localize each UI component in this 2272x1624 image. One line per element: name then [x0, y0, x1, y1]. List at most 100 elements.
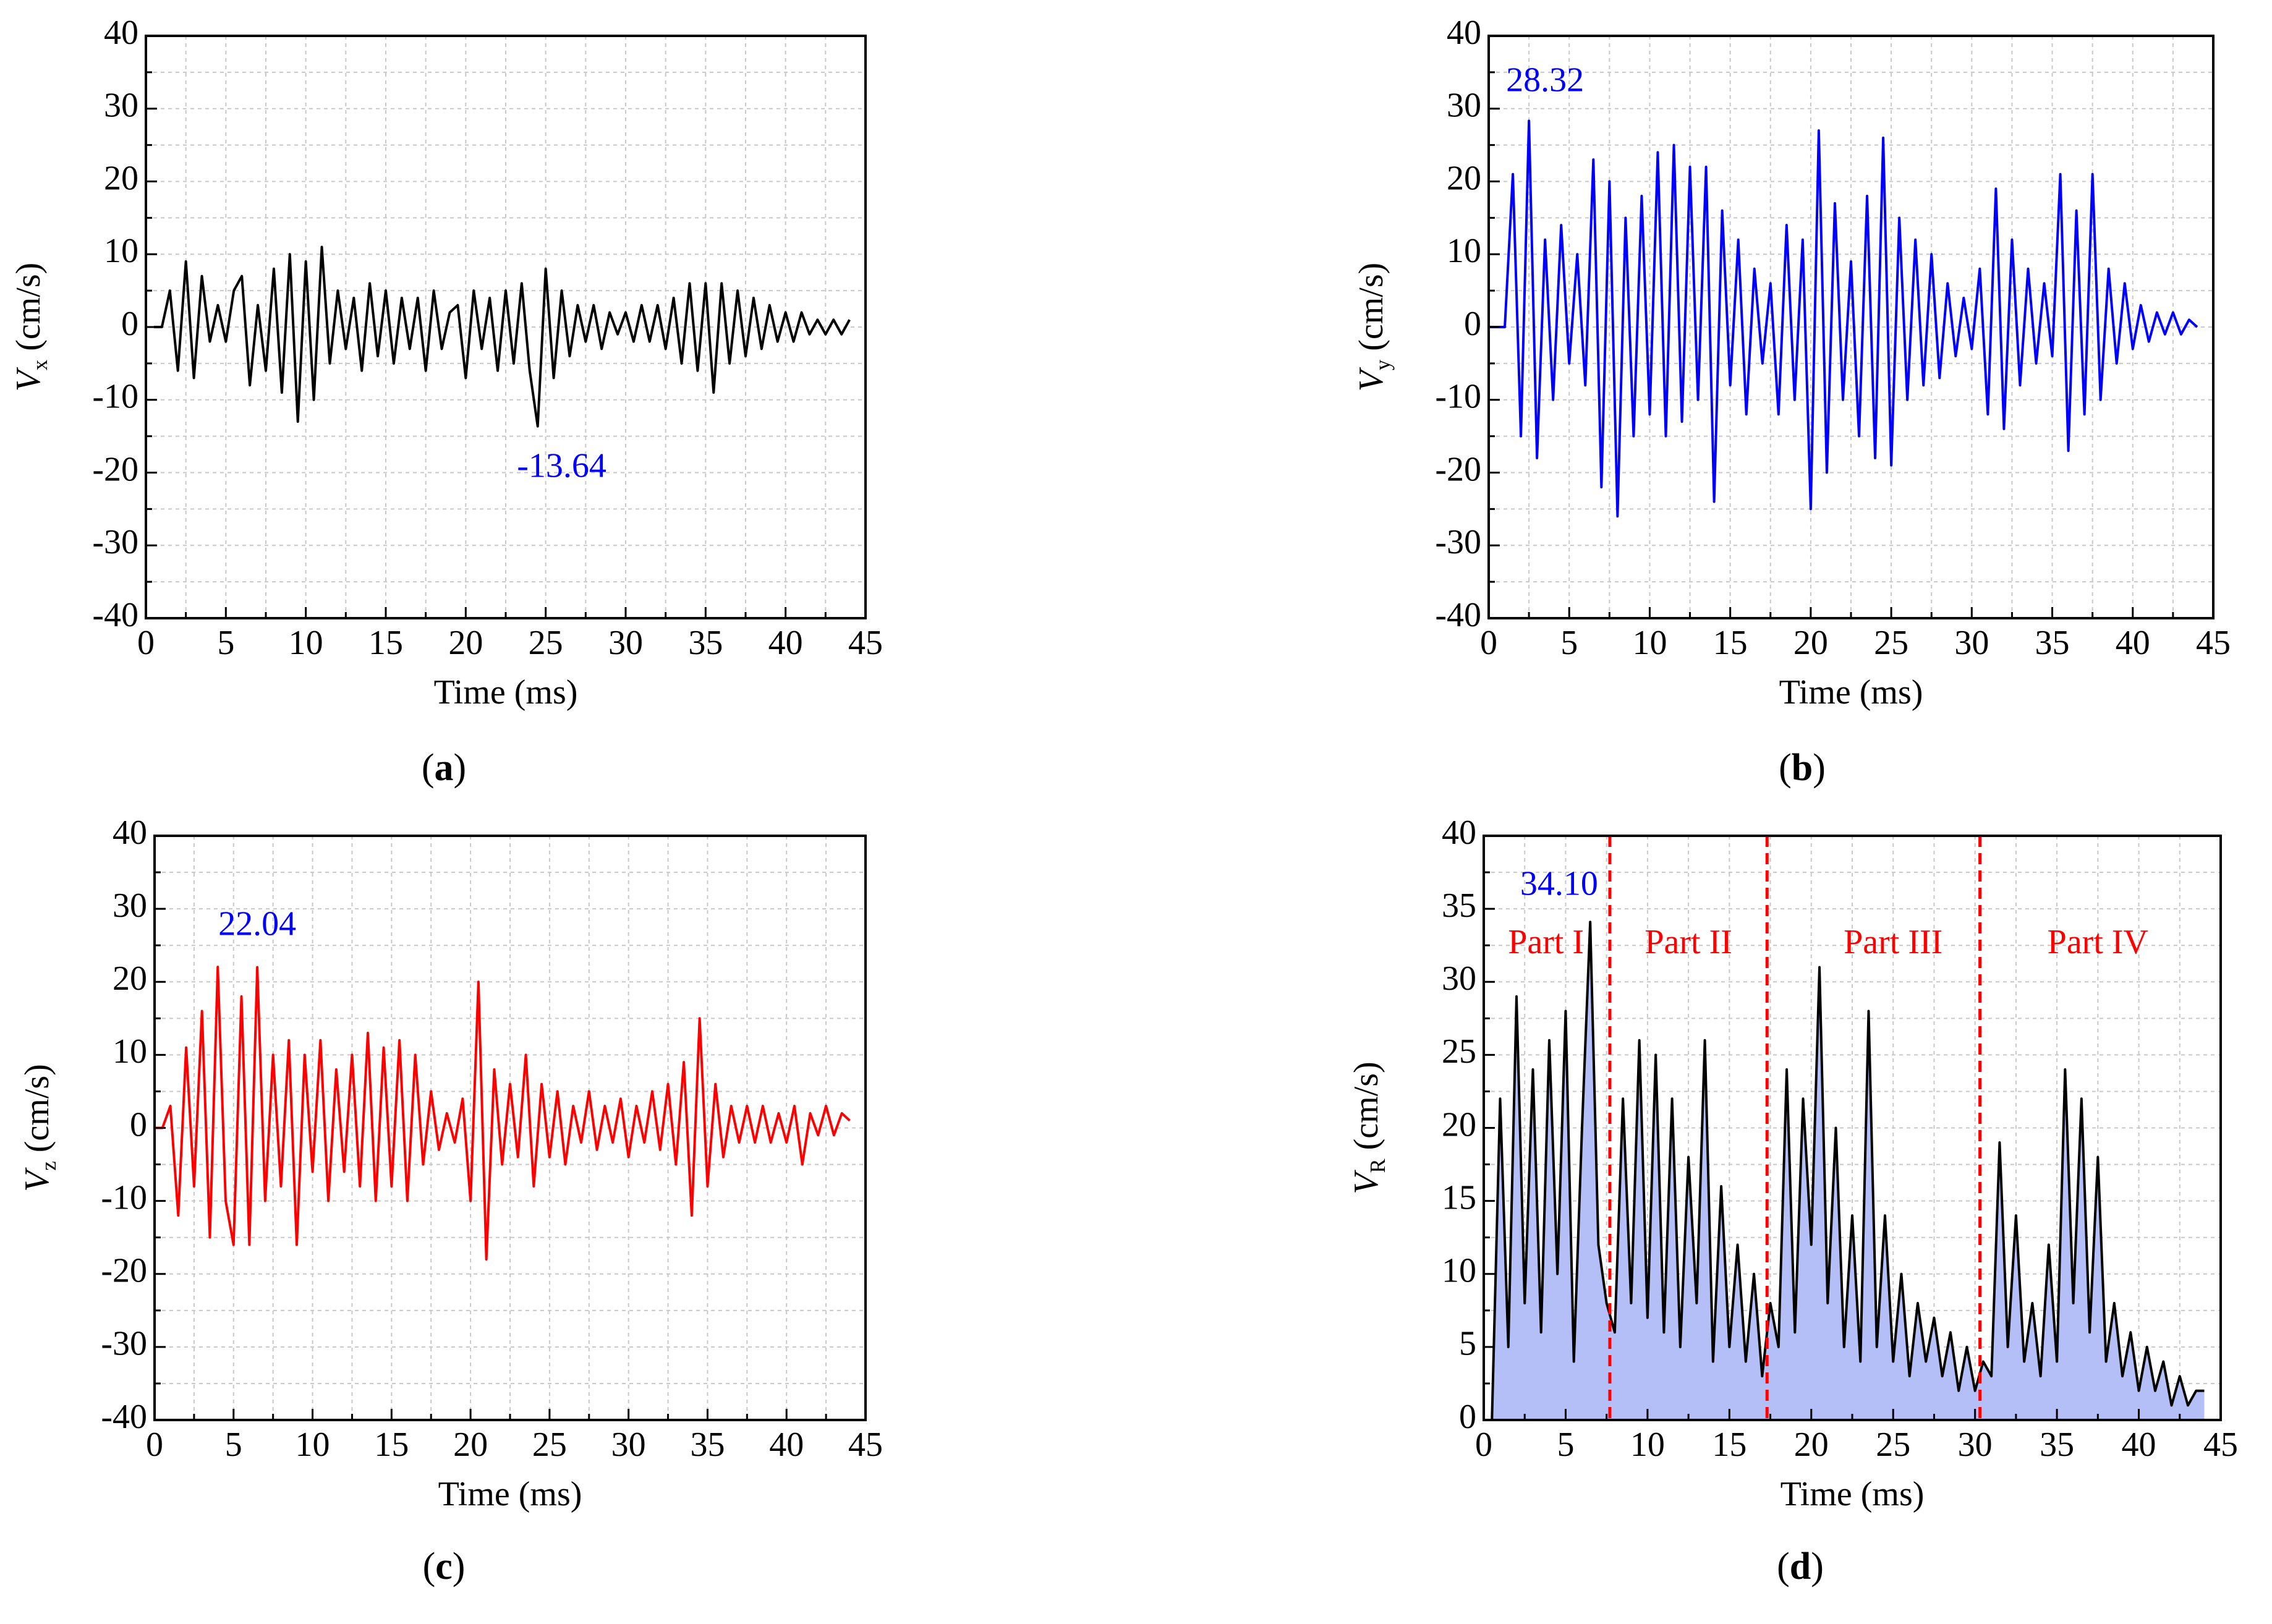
x-axis-label: Time (ms) — [434, 673, 578, 712]
x-axis-label: Time (ms) — [438, 1475, 582, 1513]
peak-annotation: 34.10 — [1520, 865, 1598, 903]
x-tick-label: 5 — [217, 624, 234, 662]
x-tick-label: 10 — [1630, 1426, 1665, 1464]
peak-annotation: 28.32 — [1506, 61, 1584, 99]
y-tick-label: 10 — [113, 1032, 147, 1071]
x-tick-label: 15 — [374, 1426, 409, 1464]
y-tick-label: 10 — [1447, 232, 1481, 270]
x-tick-label: 35 — [690, 1426, 725, 1464]
x-tick-label: 25 — [532, 1426, 567, 1464]
x-tick-label: 10 — [289, 624, 323, 662]
chart-panel-4: Part I Part II Part III Part IV 34.10 0 5 10 15 2… — [1347, 814, 2238, 1588]
x-tick-label: 20 — [1793, 624, 1828, 662]
x-tick-label: 5 — [1557, 1426, 1574, 1464]
chart-panel-1: -13.64 0 5 10 15 20 25 30 35 40 45 -40 -30 -20 -10 0 10 2… — [9, 14, 883, 789]
series-line-VR — [1484, 920, 2205, 1421]
part-label-2: Part II — [1644, 923, 1732, 961]
y-tick-label: -30 — [101, 1325, 147, 1363]
x-tick-label: 5 — [225, 1426, 242, 1464]
y-label-symbol: V — [1352, 367, 1390, 391]
x-tick-label: 0 — [137, 624, 155, 662]
y-tick-label: 35 — [1442, 886, 1476, 925]
y-tick-label: 40 — [113, 814, 147, 852]
panel-paren-open: ( — [423, 1545, 436, 1588]
panel-paren-close: ) — [453, 1545, 466, 1588]
y-label-subscript: R — [1366, 1158, 1390, 1173]
x-tick-label: 5 — [1560, 624, 1578, 662]
peak-annotation: -13.64 — [517, 446, 606, 485]
y-tick-label: 0 — [1464, 305, 1481, 343]
x-tick-label: 20 — [453, 1426, 488, 1464]
y-tick-label: -30 — [1435, 523, 1481, 561]
y-tick-label: -40 — [92, 596, 138, 634]
y-tick-label: 0 — [121, 305, 138, 343]
y-tick-label: 20 — [113, 959, 147, 998]
y-tick-label: 10 — [1442, 1252, 1476, 1290]
x-tick-label: 35 — [688, 624, 723, 662]
y-tick-label: 15 — [1442, 1178, 1476, 1217]
y-label-symbol: V — [1347, 1170, 1385, 1194]
x-tick-label: 30 — [608, 624, 643, 662]
panel-label: (d) — [1777, 1545, 1824, 1588]
x-tick-label: 35 — [2035, 624, 2070, 662]
y-tick-label: 20 — [1447, 159, 1481, 197]
area-fill — [1484, 922, 2205, 1420]
y-label-unit: (cm/s) — [1352, 263, 1390, 360]
x-tick-label: 20 — [1794, 1426, 1829, 1464]
y-tick-label: 20 — [1442, 1105, 1476, 1144]
y-tick-label: -30 — [92, 523, 138, 561]
panel-paren-open: ( — [1777, 1545, 1790, 1588]
panel-paren-close: ) — [454, 747, 467, 789]
panel-label: (b) — [1779, 747, 1826, 789]
y-tick-label: 30 — [113, 886, 147, 925]
x-tick-label: 40 — [2116, 624, 2150, 662]
chart-panel-3: 22.04 0 5 10 15 20 25 30 35 40 45 -40 -30 -20 -10 0 10 20… — [18, 814, 883, 1588]
y-axis-label: Vx (cm/s) — [9, 263, 52, 392]
y-tick-label: -20 — [1435, 450, 1481, 488]
y-tick-label: 40 — [1447, 14, 1481, 52]
peak-annotation: 22.04 — [218, 905, 296, 943]
panel-paren-close: ) — [1811, 1545, 1824, 1588]
y-tick-label: -40 — [101, 1398, 147, 1436]
y-label-symbol: V — [18, 1167, 56, 1192]
y-tick-label: -20 — [101, 1252, 147, 1290]
y-tick-label: 30 — [104, 87, 138, 125]
panel-paren-close: ) — [1813, 747, 1826, 789]
y-axis-label: VR (cm/s) — [1347, 1061, 1390, 1194]
x-tick-label: 25 — [1876, 1426, 1910, 1464]
y-tick-label: -10 — [101, 1178, 147, 1217]
panel-paren-open: ( — [1779, 747, 1792, 789]
x-tick-label: 45 — [2196, 624, 2231, 662]
x-tick-label: 15 — [1713, 624, 1748, 662]
y-label-unit: (cm/s) — [9, 263, 48, 360]
y-tick-label: 40 — [1442, 814, 1476, 852]
panel-label: (a) — [422, 747, 466, 789]
y-tick-label: -20 — [92, 450, 138, 488]
part-label-4: Part IV — [2048, 923, 2148, 961]
part-label-1: Part I — [1508, 923, 1584, 961]
x-tick-label: 30 — [1958, 1426, 1993, 1464]
x-tick-label: 45 — [848, 624, 883, 662]
x-tick-label: 35 — [2040, 1426, 2074, 1464]
y-tick-label: 30 — [1442, 959, 1476, 998]
x-tick-label: 45 — [848, 1426, 883, 1464]
y-label-subscript: x — [28, 360, 52, 370]
y-tick-label: 25 — [1442, 1032, 1476, 1071]
x-axis-label: Time (ms) — [1781, 1475, 1925, 1513]
series-line-Vx — [153, 245, 851, 428]
y-tick-label: 5 — [1459, 1325, 1476, 1363]
y-tick-label: -40 — [1435, 596, 1481, 634]
x-tick-label: 10 — [296, 1426, 330, 1464]
series-line-Vy — [1489, 119, 2198, 518]
x-axis-label: Time (ms) — [1779, 673, 1923, 712]
x-tick-label: 40 — [769, 1426, 804, 1464]
x-tick-label: 15 — [1712, 1426, 1747, 1464]
x-tick-label: 10 — [1632, 624, 1667, 662]
chart-panel-2: 28.32 0 5 10 15 20 25 30 35 40 45 -40 -30 -20 -10 0 10 20… — [1352, 14, 2231, 789]
x-tick-label: 0 — [1480, 624, 1497, 662]
x-tick-label: 40 — [2122, 1426, 2156, 1464]
y-label-unit: (cm/s) — [1347, 1061, 1385, 1158]
y-tick-label: 0 — [130, 1105, 147, 1144]
y-tick-label: 40 — [104, 14, 138, 52]
